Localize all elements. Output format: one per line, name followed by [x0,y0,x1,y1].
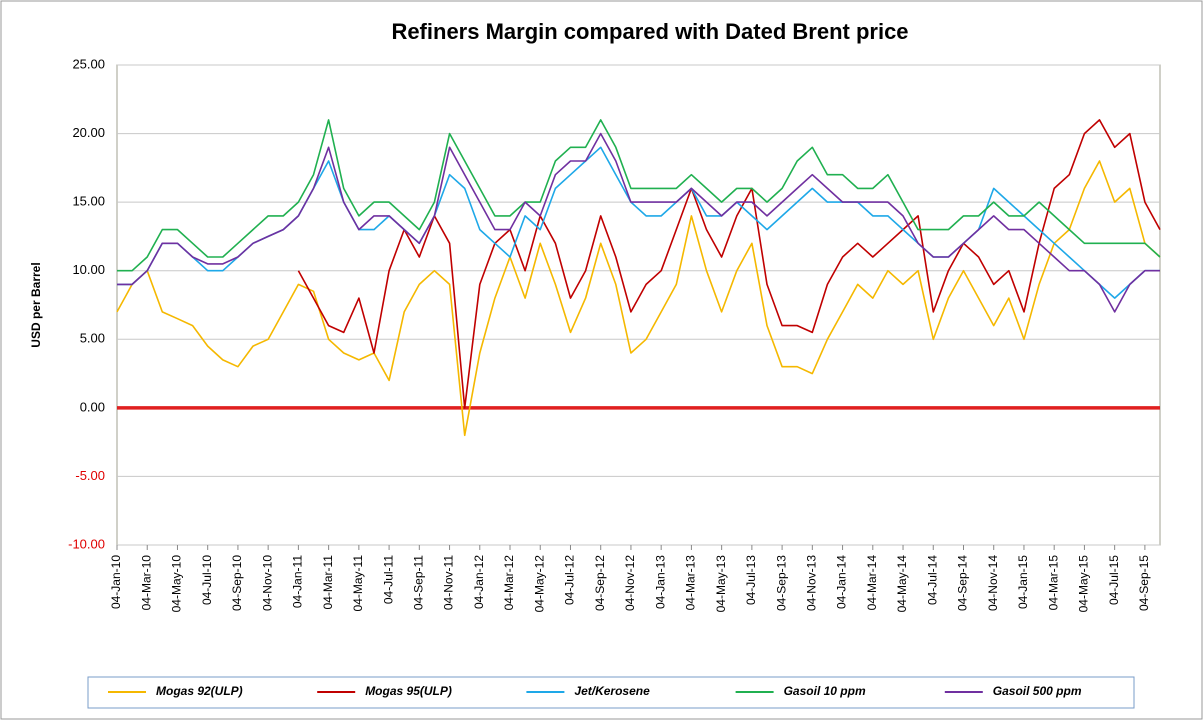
x-tick-label: 04-Jan-14 [835,555,849,609]
x-tick-label: 04-Mar-11 [321,555,335,610]
x-tick-label: 04-Jul-12 [563,555,577,605]
y-tick-label: -5.00 [75,468,105,483]
x-tick-label: 04-Sep-10 [230,555,244,611]
x-tick-label: 04-Nov-10 [260,555,274,611]
x-tick-label: 04-Sep-11 [411,555,425,610]
chart-title: Refiners Margin compared with Dated Bren… [391,19,908,44]
x-tick-label: 04-Mar-10 [139,555,153,611]
x-tick-label: 04-Nov-12 [623,555,637,611]
legend-label: Mogas 95(ULP) [365,684,452,698]
y-tick-label: 20.00 [72,125,105,140]
line-series [116,160,1161,437]
x-tick-label: 04-May-15 [1077,555,1091,613]
line-series [117,119,1161,272]
x-tick-label: 04-Nov-11 [442,555,456,610]
x-tick-label: 04-Jan-11 [291,555,305,608]
x-tick-label: 04-May-13 [714,555,728,613]
y-tick-label: 10.00 [72,262,105,277]
x-tick-label: 04-Nov-13 [805,555,819,611]
x-tick-label: 04-Mar-14 [865,555,879,611]
x-tick-label: 04-Jul-10 [200,555,214,605]
x-tick-label: 04-May-11 [351,555,365,612]
x-tick-label: 04-Mar-15 [1046,555,1060,611]
x-tick-label: 04-Sep-14 [956,555,970,611]
x-tick-label: 04-Mar-13 [684,555,698,611]
x-tick-label: 04-Mar-12 [502,555,516,611]
legend-label: Gasoil 500 ppm [993,684,1082,698]
y-tick-label: 25.00 [72,56,105,71]
x-tick-label: 04-Jan-10 [109,555,123,609]
x-tick-label: 04-Jul-14 [925,555,939,605]
legend-label: Gasoil 10 ppm [784,684,866,698]
y-tick-label: -10.00 [68,536,105,551]
y-axis-label: USD per Barrel [29,262,43,347]
y-tick-label: 5.00 [80,331,105,346]
y-tick-label: 0.00 [80,399,105,414]
x-tick-label: 04-Sep-13 [774,555,788,611]
x-tick-label: 04-Jan-12 [472,555,486,609]
x-tick-label: 04-Jul-15 [1107,555,1121,605]
x-tick-label: 04-May-12 [532,555,546,613]
x-tick-label: 04-Sep-15 [1137,555,1151,611]
legend-label: Jet/Kerosene [574,684,650,698]
x-tick-label: 04-May-14 [895,555,909,613]
x-tick-label: 04-May-10 [170,555,184,613]
x-tick-label: 04-Sep-12 [593,555,607,611]
y-tick-label: 15.00 [72,194,105,209]
legend-label: Mogas 92(ULP) [156,684,243,698]
x-tick-label: 04-Jul-11 [381,555,395,604]
x-tick-label: 04-Jul-13 [744,555,758,605]
x-tick-label: 04-Jan-15 [1016,555,1030,609]
line-series [297,119,1161,409]
line-series [117,132,1160,313]
x-tick-label: 04-Nov-14 [986,555,1000,611]
x-tick-label: 04-Jan-13 [653,555,667,609]
